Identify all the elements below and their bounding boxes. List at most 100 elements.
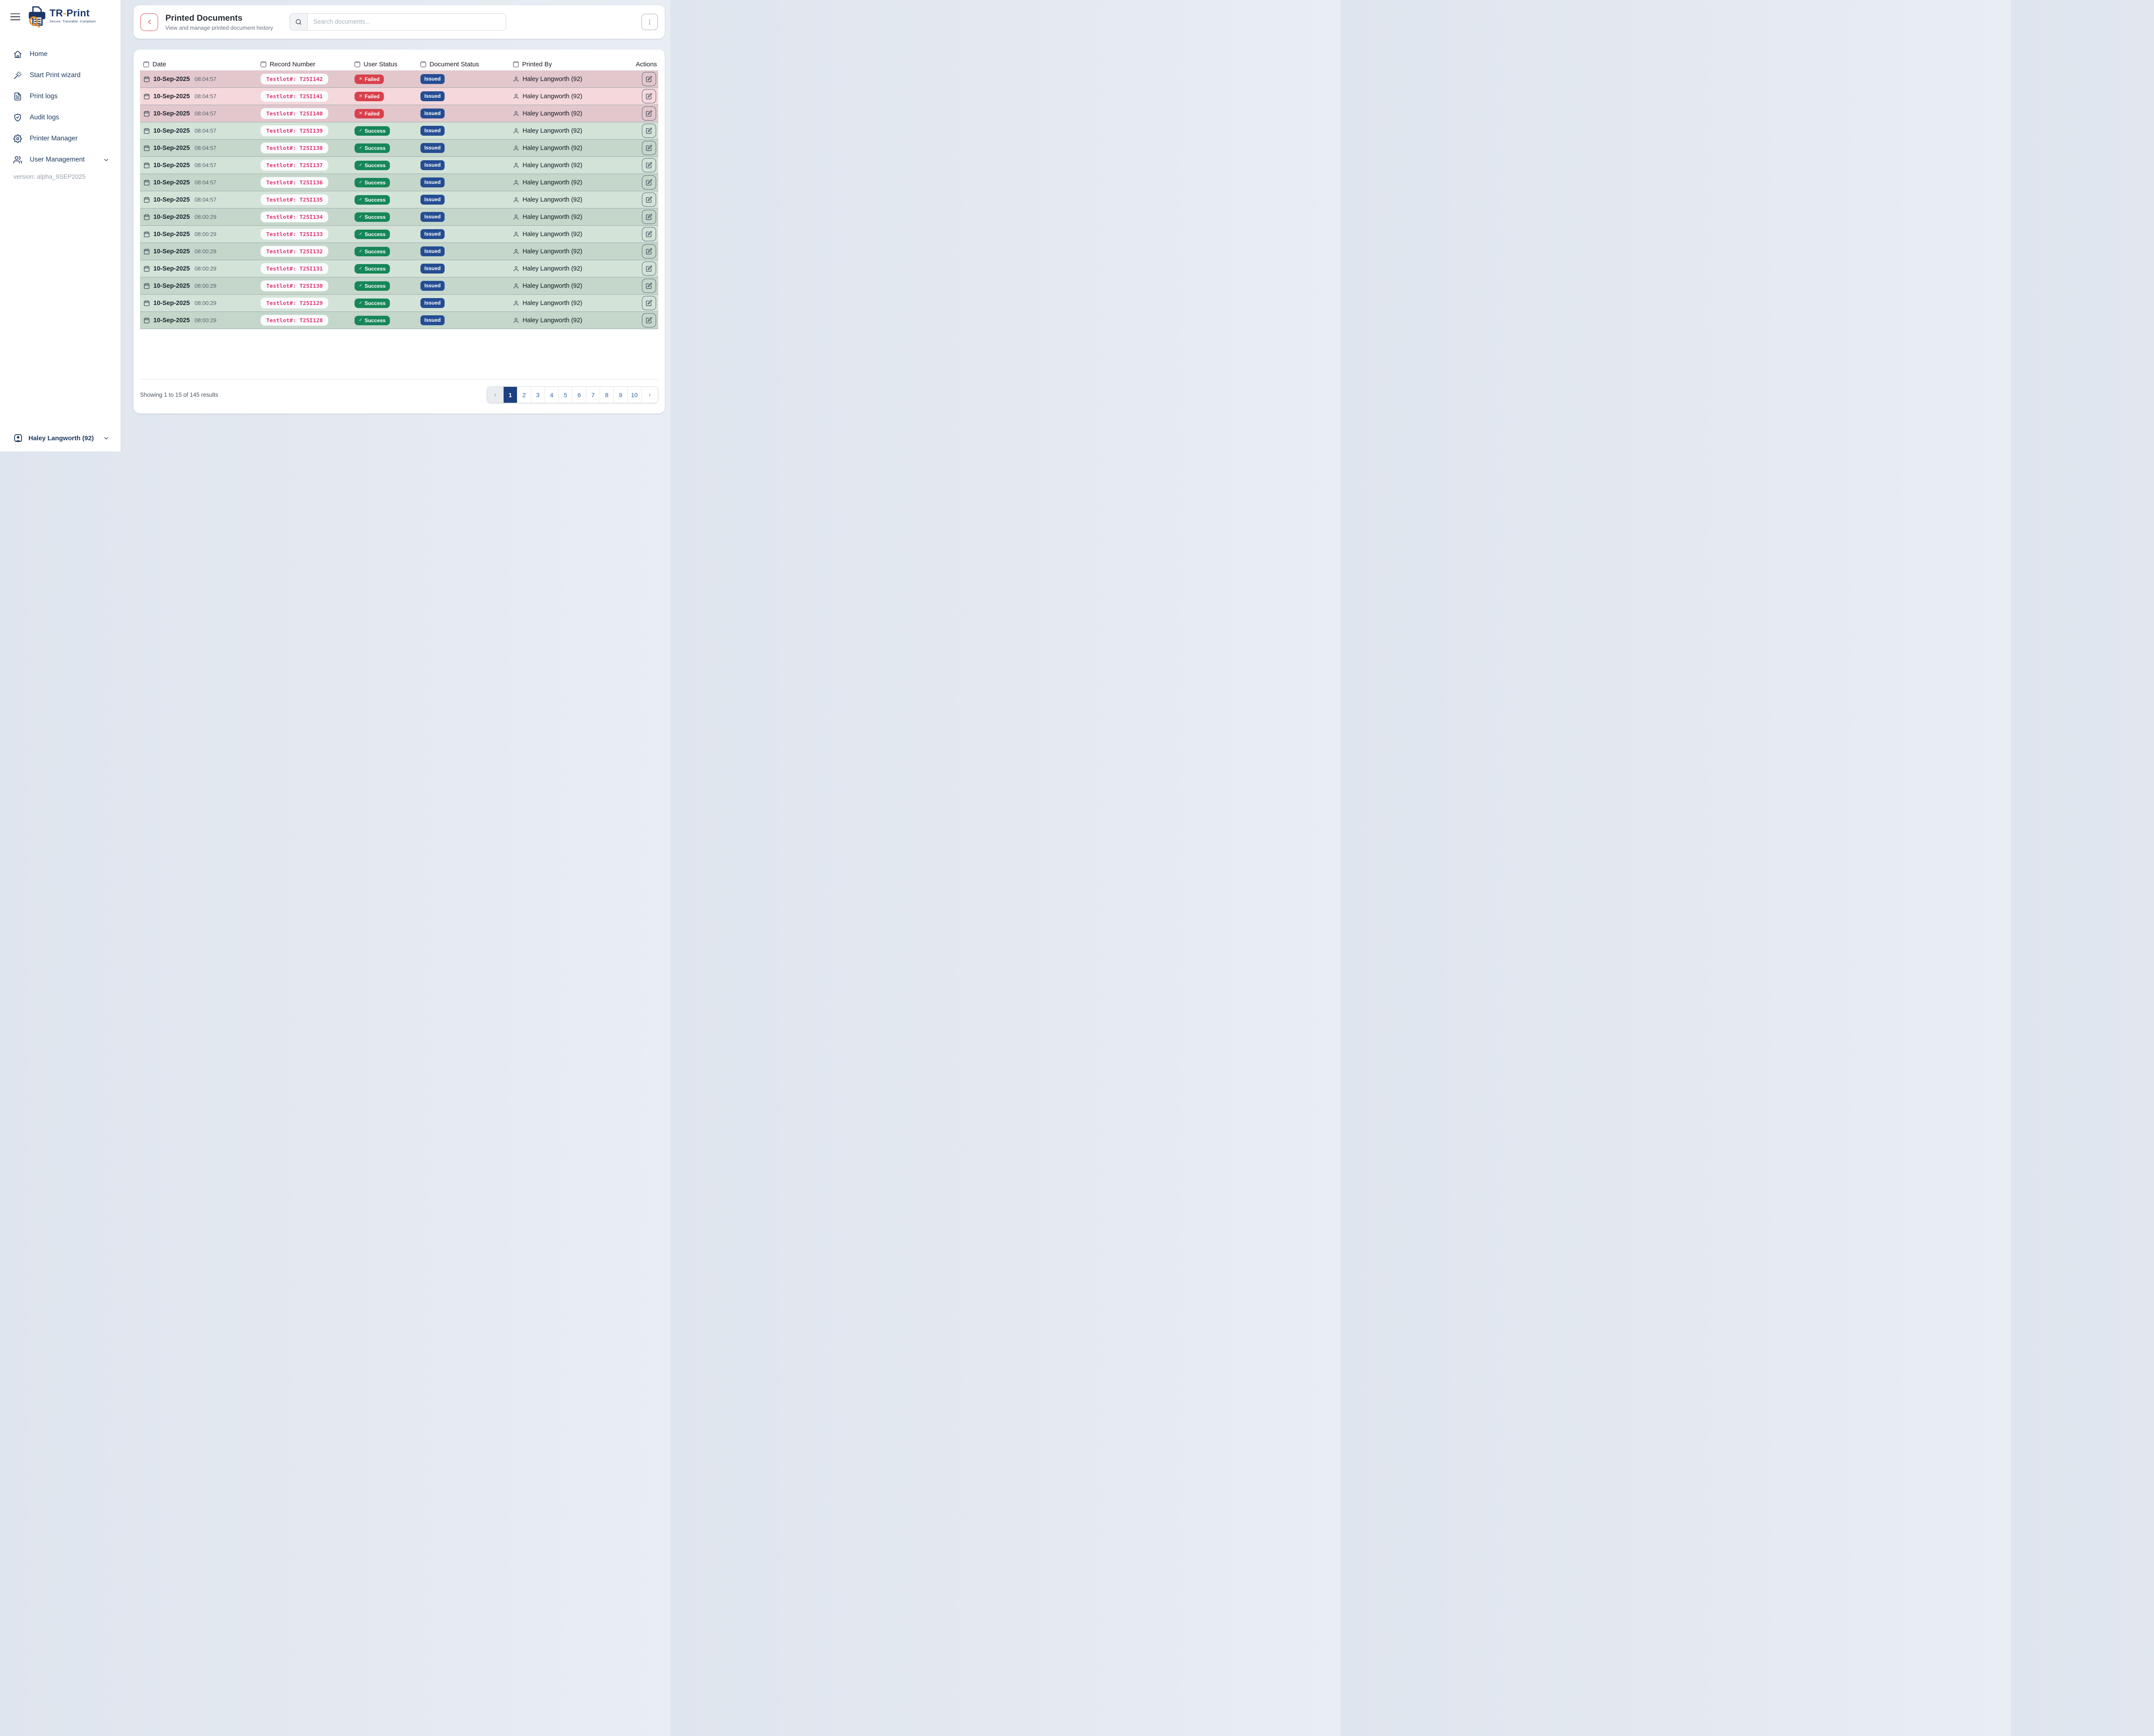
cell-printed-by: Haley Langworth (92): [510, 300, 631, 307]
pagination-page-2[interactable]: 2: [517, 387, 531, 403]
date-value: 10-Sep-2025: [153, 179, 190, 186]
person-icon-wrap: [513, 300, 519, 306]
home-icon: [13, 50, 22, 59]
edit-row-button[interactable]: [642, 124, 656, 138]
cell-document-status: Issued: [417, 281, 510, 290]
cell-printed-by: Haley Langworth (92): [510, 110, 631, 117]
edit-icon: [646, 214, 652, 220]
back-button[interactable]: [140, 13, 158, 31]
date-value: 10-Sep-2025: [153, 265, 190, 272]
edit-row-button[interactable]: [642, 313, 656, 327]
edit-row-button[interactable]: [642, 158, 656, 172]
sidebar-item-label: Printer Manager: [30, 135, 78, 143]
printed-by-value: Haley Langworth (92): [523, 196, 582, 203]
search-input[interactable]: [308, 14, 506, 30]
person-icon: [513, 317, 519, 324]
pagination-next[interactable]: ›: [641, 387, 658, 403]
edit-row-button[interactable]: [642, 279, 656, 293]
date-value: 10-Sep-2025: [153, 300, 190, 307]
edit-row-button[interactable]: [642, 141, 656, 155]
sidebar-user[interactable]: Haley Langworth (92): [0, 426, 121, 451]
edit-row-button[interactable]: [642, 193, 656, 207]
person-icon: [513, 128, 519, 134]
printed-by-value: Haley Langworth (92): [523, 317, 582, 324]
pagination-page-4[interactable]: 4: [545, 387, 559, 403]
date-value: 10-Sep-2025: [153, 231, 190, 238]
time-value: 08:04:57: [195, 145, 217, 151]
cell-record: Testlot#: T25I130: [257, 280, 351, 291]
calendar-icon: [143, 231, 150, 237]
edit-row-button[interactable]: [642, 296, 656, 310]
sidebar-item-home[interactable]: Home: [0, 46, 121, 63]
hamburger-menu-button[interactable]: [10, 12, 20, 22]
record-number: Testlot#: T25I132: [261, 246, 328, 257]
edit-row-button[interactable]: [642, 261, 656, 276]
person-icon-wrap: [513, 162, 519, 168]
sidebar-item-label: Print logs: [30, 93, 58, 100]
calendar-icon: [143, 283, 150, 289]
cell-printed-by: Haley Langworth (92): [510, 214, 631, 221]
user-status-badge: ✓Success: [355, 195, 390, 205]
document-status-badge: Issued: [420, 281, 445, 290]
time-value: 08:04:57: [195, 93, 217, 100]
edit-icon: [646, 128, 652, 134]
pagination-page-3[interactable]: 3: [531, 387, 545, 403]
document-status-badge: Issued: [420, 264, 445, 273]
table-row: 10-Sep-202508:00:29Testlot#: T25I131✓Suc…: [140, 260, 658, 277]
document-status-badge: Issued: [420, 91, 445, 101]
sidebar-item-print-logs[interactable]: Print logs: [0, 88, 121, 105]
sidebar-item-printer-manager[interactable]: Printer Manager: [0, 130, 121, 147]
edit-row-button[interactable]: [642, 89, 656, 103]
pagination-page-10[interactable]: 10: [628, 387, 641, 403]
cell-actions: [631, 72, 658, 86]
column-checkbox[interactable]: [261, 62, 266, 67]
pagination-prev[interactable]: ‹: [487, 387, 504, 403]
edit-row-button[interactable]: [642, 244, 656, 258]
cell-date: 10-Sep-202508:04:57: [140, 145, 257, 152]
time-value: 08:04:57: [195, 76, 217, 82]
sidebar-item-label: Audit logs: [30, 114, 59, 121]
column-checkbox[interactable]: [513, 62, 519, 67]
sidebar-item-user-management[interactable]: User Management: [0, 151, 121, 168]
table-row: 10-Sep-202508:00:29Testlot#: T25I132✓Suc…: [140, 243, 658, 260]
column-label: Date: [153, 61, 166, 68]
edit-row-button[interactable]: [642, 210, 656, 224]
edit-row-button[interactable]: [642, 227, 656, 241]
user-status-badge: ✕Failed: [355, 75, 384, 84]
person-icon-wrap: [513, 93, 519, 100]
cell-date: 10-Sep-2025 08:00:29: [140, 214, 257, 221]
sidebar-item-start-print-wizard[interactable]: Start Print wizard: [0, 67, 121, 84]
document-status-badge: Issued: [420, 229, 445, 239]
edit-row-button[interactable]: [642, 175, 656, 190]
table-row: 10-Sep-202508:04:57Testlot#: T25I139✓Suc…: [140, 122, 658, 140]
check-icon: ✓: [359, 301, 362, 305]
record-number: Testlot#: T25I129: [261, 298, 328, 308]
pagination-page-5[interactable]: 5: [559, 387, 573, 403]
cell-record: Testlot#: T25I131: [257, 263, 351, 274]
column-checkbox[interactable]: [420, 62, 426, 67]
sidebar-item-audit-logs[interactable]: Audit logs: [0, 109, 121, 126]
edit-row-button[interactable]: [642, 106, 656, 121]
time-value: 08:00:29: [195, 214, 217, 220]
pagination-page-8[interactable]: 8: [600, 387, 614, 403]
kebab-menu-button[interactable]: [641, 14, 658, 30]
column-header-date: Date: [140, 61, 257, 68]
pagination-page-6[interactable]: 6: [573, 387, 586, 403]
cell-actions: [631, 210, 658, 224]
edit-row-button[interactable]: [642, 72, 656, 86]
cell-actions: [631, 313, 658, 327]
cell-user-status: ✓Success: [351, 143, 417, 153]
column-checkbox[interactable]: [143, 62, 149, 67]
pagination-page-9[interactable]: 9: [614, 387, 628, 403]
date-value: 10-Sep-2025: [153, 214, 190, 221]
cell-printed-by: Haley Langworth (92): [510, 196, 631, 203]
person-icon-wrap: [513, 145, 519, 151]
pagination-page-1[interactable]: 1: [504, 387, 517, 403]
calendar-icon: [143, 93, 150, 100]
date-value: 10-Sep-2025: [153, 283, 190, 289]
printed-by-value: Haley Langworth (92): [523, 128, 582, 134]
edit-icon: [646, 231, 652, 237]
pagination-page-7[interactable]: 7: [586, 387, 600, 403]
column-checkbox[interactable]: [355, 62, 360, 67]
page-title-block: Printed Documents View and manage printe…: [165, 13, 289, 31]
